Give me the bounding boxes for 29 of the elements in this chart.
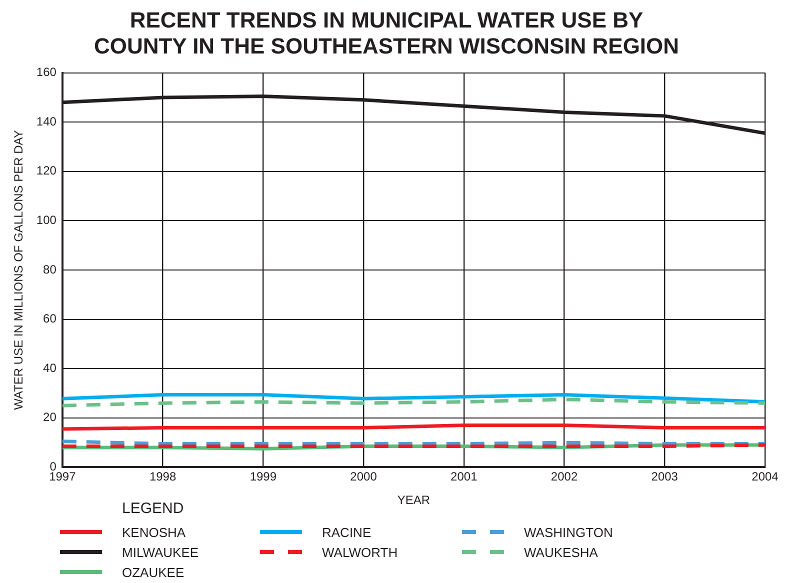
legend-label: KENOSHA	[122, 524, 186, 540]
x-axis-title: YEAR	[397, 493, 430, 508]
legend-label: MILWAUKEE	[122, 544, 199, 560]
x-tick-label: 2003	[651, 470, 678, 484]
y-tick-label: 80	[43, 262, 57, 276]
legend-label: RACINE	[322, 524, 372, 540]
y-tick-label: 40	[43, 360, 57, 375]
text: RECENT TRENDS IN MUNICIPAL WATER USE BY	[130, 7, 644, 32]
y-axis-title: WATER USE IN MILLIONS OF GALLONS PER DAY	[12, 130, 26, 410]
y-tick-label: 100	[36, 213, 57, 228]
line-series	[62, 398, 765, 408]
y-tick-label: 120	[36, 164, 57, 178]
legend-label: OZAUKEE	[122, 564, 184, 580]
x-tick-label: 1999	[250, 470, 277, 484]
y-tick-label: 160	[36, 65, 57, 80]
x-tick-label: 2004	[752, 470, 779, 484]
x-tick-label: 2000	[350, 470, 378, 484]
legend-label: WAUKESHA	[524, 544, 598, 560]
legend-title: LEGEND	[122, 500, 184, 517]
y-tick-label: 140	[36, 114, 57, 128]
x-tick-label: 1998	[149, 470, 176, 484]
y-tick-label: 60	[43, 312, 57, 326]
y-tick-label: 20	[43, 410, 57, 424]
legend-label: WASHINGTON	[524, 524, 613, 540]
legend-label: WALWORTH	[322, 544, 398, 560]
x-tick-label: 2002	[550, 470, 578, 484]
x-tick-label: 1997	[49, 470, 76, 484]
text: COUNTY IN THE SOUTHEASTERN WISCONSIN REGION	[94, 34, 680, 59]
x-tick-label: 2001	[450, 470, 478, 484]
